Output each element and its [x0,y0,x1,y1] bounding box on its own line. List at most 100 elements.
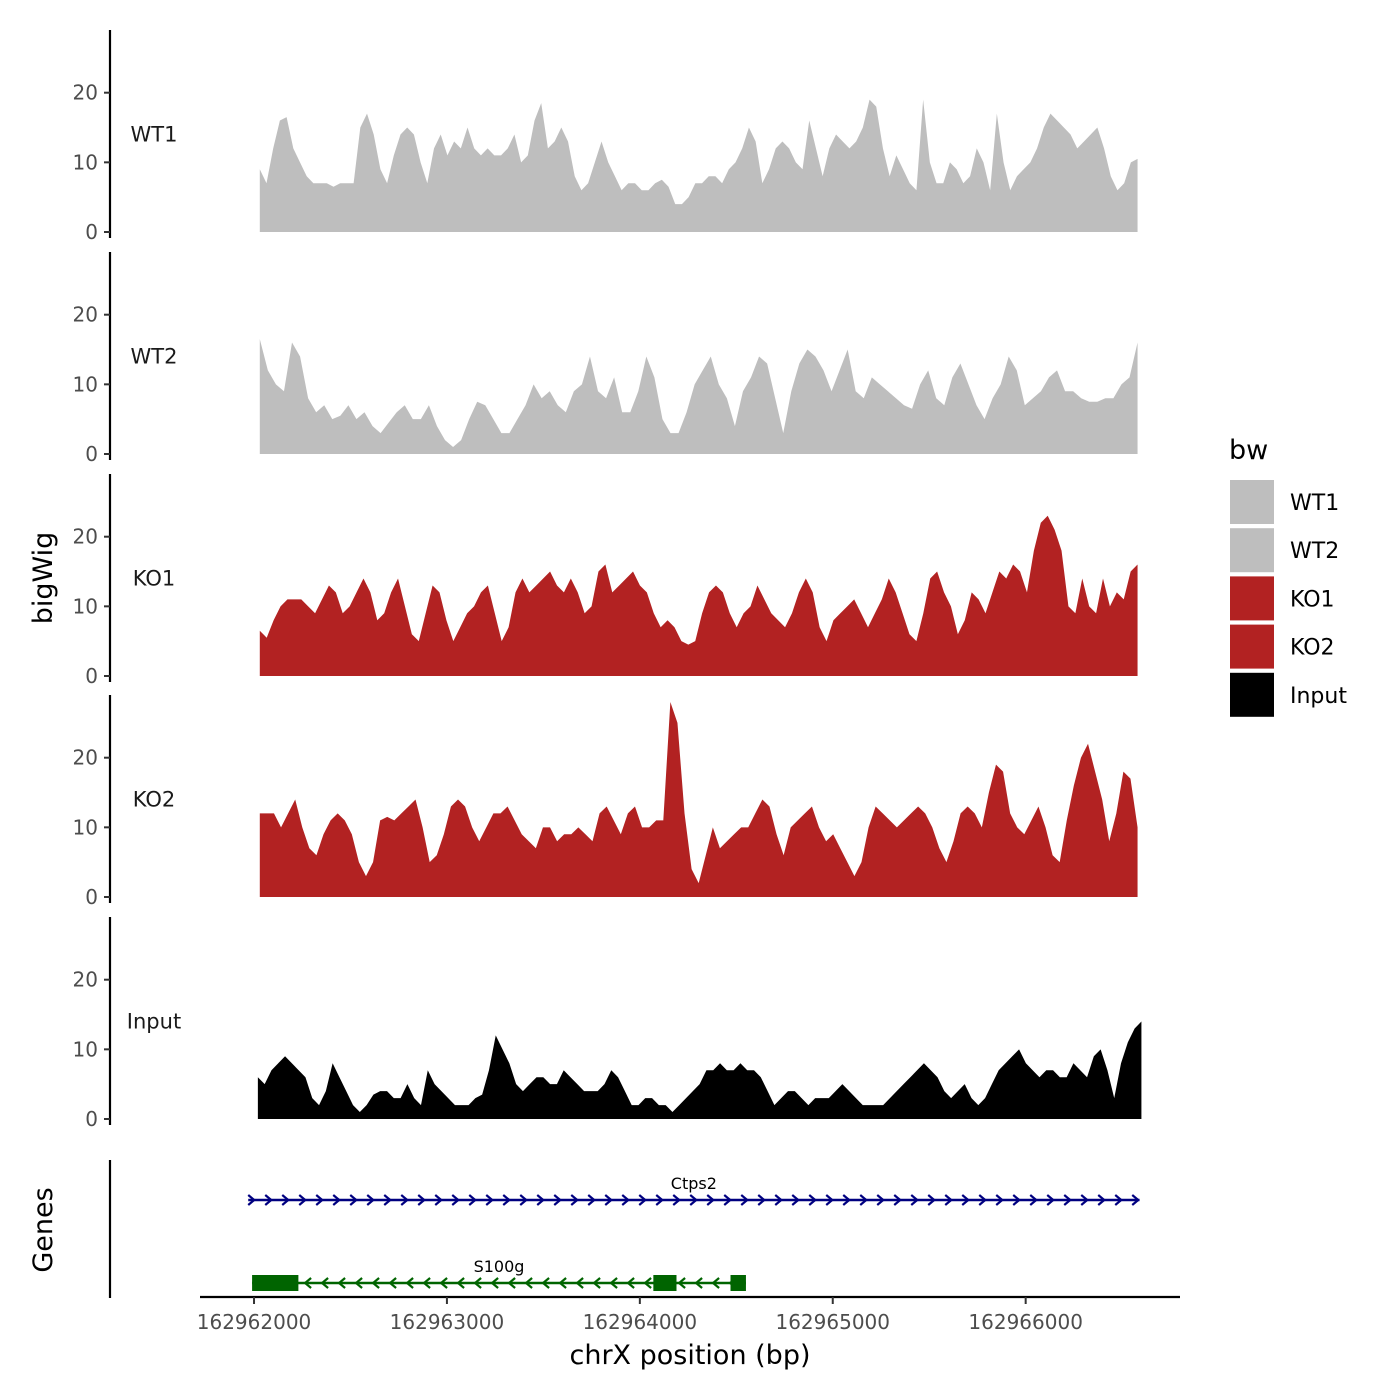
strand-arrow-icon [740,1194,749,1206]
strand-arrow-icon [723,1194,732,1206]
y-tick-label: 0 [85,442,98,466]
strand-arrow-icon [536,1194,545,1206]
strand-arrow-icon [417,1194,426,1206]
track-label: WT1 [131,122,178,146]
strand-arrow-icon [961,1194,970,1206]
strand-arrow-icon [711,1277,720,1289]
gene-label: S100g [474,1257,525,1276]
strand-arrow-icon [405,1277,414,1289]
strand-arrow-icon [910,1194,919,1206]
strand-arrow-icon [638,1194,647,1206]
legend-swatch [1230,576,1274,621]
strand-arrow-icon [1029,1194,1038,1206]
strand-arrow-icon [422,1277,431,1289]
y-tick-label: 20 [73,968,98,992]
strand-arrow-icon [451,1194,460,1206]
strand-arrow-icon [281,1194,290,1206]
gene-exon [653,1275,677,1291]
strand-arrow-icon [371,1277,380,1289]
x-axis-title: chrX position (bp) [569,1340,810,1371]
legend-swatch [1230,480,1274,524]
legend-label: KO2 [1290,636,1335,661]
y-tick-label: 10 [73,815,98,839]
gene-label: Ctps2 [671,1174,717,1193]
track-input: 0 10 20 Input [73,917,1142,1131]
coverage-area-wt2 [259,339,1138,454]
y-tick-label: 0 [85,1107,98,1131]
strand-arrow-icon [626,1277,635,1289]
y-axis-title: bigWig [28,532,59,625]
genes-panel-title: Genes [28,1187,59,1272]
strand-arrow-icon [694,1277,703,1289]
strand-arrow-icon [604,1194,613,1206]
strand-arrow-icon [541,1277,550,1289]
strand-arrow-icon [978,1194,987,1206]
strand-arrow-icon [1097,1194,1106,1206]
strand-arrow-icon [337,1277,346,1289]
track-label: WT2 [131,344,178,368]
gene-exon [730,1275,746,1291]
y-tick-label: 10 [73,150,98,174]
y-tick-label: 0 [85,220,98,244]
strand-arrow-icon [893,1194,902,1206]
strand-arrow-icon [944,1194,953,1206]
strand-arrow-icon [825,1194,834,1206]
strand-arrow-icon [558,1277,567,1289]
strand-arrow-icon [757,1194,766,1206]
strand-arrow-icon [485,1194,494,1206]
strand-arrow-icon [672,1194,681,1206]
strand-arrow-icon [303,1277,312,1289]
strand-arrow-icon [592,1277,601,1289]
coverage-area-input [257,1021,1142,1119]
strand-arrow-icon [354,1277,363,1289]
x-tick-label: 162964000 [583,1310,698,1334]
x-axis: 162962000 162963000 162964000 162965000 1629… [197,1295,1180,1334]
strand-arrow-icon [349,1194,358,1206]
strand-arrow-icon [383,1194,392,1206]
strand-arrow-icon [570,1194,579,1206]
coverage-tracks: 0 10 20 WT1 0 10 20 WT2 0 10 20 KO1 0 10 20 KO2 0 10 20 Inp… [73,30,1142,1131]
strand-arrow-icon [468,1194,477,1206]
y-tick-label: 0 [85,664,98,688]
y-tick-label: 20 [73,525,98,549]
gene-ctps2: Ctps2 [247,1174,1140,1206]
strand-arrow-icon [388,1277,397,1289]
track-label: KO1 [133,566,176,590]
strand-arrow-icon [791,1194,800,1206]
strand-arrow-icon [774,1194,783,1206]
x-tick-label: 162965000 [775,1310,890,1334]
gene-exon [252,1275,299,1291]
strand-arrow-icon [1063,1194,1072,1206]
strand-arrow-icon [1080,1194,1089,1206]
gene-s100g: S100g [252,1257,746,1291]
track-label: KO2 [133,787,176,811]
strand-arrow-icon [473,1277,482,1289]
strand-arrow-icon [1046,1194,1055,1206]
strand-arrow-icon [502,1194,511,1206]
coverage-area-wt1 [259,99,1138,232]
strand-arrow-icon [456,1277,465,1289]
strand-arrow-icon [1012,1194,1021,1206]
strand-arrow-icon [859,1194,868,1206]
x-tick-label: 162962000 [197,1310,312,1334]
strand-arrow-icon [298,1194,307,1206]
strand-arrow-icon [400,1194,409,1206]
strand-arrow-icon [655,1194,664,1206]
x-tick-label: 162966000 [968,1310,1083,1334]
track-ko1: 0 10 20 KO1 [73,474,1138,688]
strand-arrow-icon [677,1277,686,1289]
strand-arrow-icon [524,1277,533,1289]
strand-arrow-icon [876,1194,885,1206]
strand-arrow-icon [507,1277,516,1289]
legend-swatch [1230,624,1274,669]
y-tick-label: 20 [73,81,98,105]
legend-label: WT1 [1290,491,1339,516]
strand-arrow-icon [553,1194,562,1206]
y-tick-label: 0 [85,885,98,909]
legend-swatch [1230,672,1274,717]
x-tick-label: 162963000 [390,1310,505,1334]
strand-arrow-icon [609,1277,618,1289]
strand-arrow-icon [808,1194,817,1206]
strand-arrow-icon [366,1194,375,1206]
